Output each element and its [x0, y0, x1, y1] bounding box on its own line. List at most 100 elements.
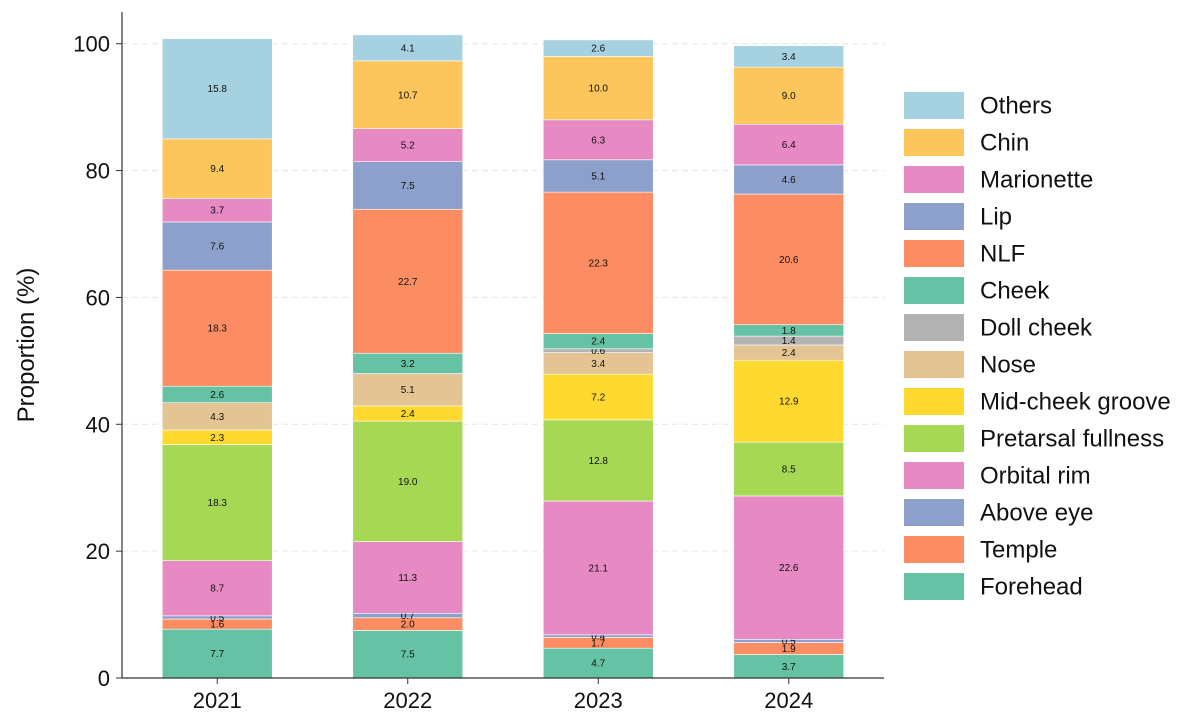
- data-label: 4.7: [591, 659, 605, 670]
- data-label: 1.9: [782, 644, 796, 655]
- x-tick-label: 2023: [574, 688, 623, 713]
- data-label: 12.9: [779, 397, 799, 408]
- legend-label: Pretarsal fullness: [980, 426, 1164, 453]
- bar-segment: [352, 161, 464, 210]
- data-label: 0.6: [591, 346, 605, 357]
- bar-segment: [542, 191, 654, 334]
- bar-segment: [733, 45, 845, 68]
- data-label: 11.3: [398, 573, 417, 584]
- bar-segment: [542, 500, 654, 636]
- y-tick-label: 0: [98, 666, 110, 691]
- legend-label: Others: [980, 93, 1052, 120]
- bar-segment: [733, 193, 845, 326]
- data-label: 10.0: [589, 84, 609, 95]
- bar-segment: [352, 420, 464, 542]
- x-tick-label: 2021: [193, 688, 242, 713]
- data-label: 7.2: [591, 393, 605, 404]
- data-label: 22.3: [589, 258, 609, 269]
- x-tick-label: 2022: [383, 688, 432, 713]
- data-label: 1.4: [782, 336, 796, 347]
- data-label: 0.4: [591, 632, 605, 643]
- bar-segment: [161, 269, 273, 387]
- data-label: 0.5: [782, 636, 796, 647]
- data-label: 8.5: [782, 465, 796, 476]
- legend-swatch: [904, 351, 964, 378]
- bar-segment: [161, 38, 273, 140]
- data-label: 2.6: [210, 390, 224, 401]
- legend-swatch: [904, 573, 964, 600]
- legend-swatch: [904, 277, 964, 304]
- data-label: 4.3: [210, 412, 224, 423]
- legend-swatch: [904, 499, 964, 526]
- data-label: 19.0: [398, 477, 418, 488]
- legend-label: Forehead: [980, 574, 1083, 601]
- data-label: 0.7: [401, 611, 415, 622]
- y-tick-label: 100: [73, 32, 110, 57]
- legend-swatch: [904, 388, 964, 415]
- data-label: 8.7: [210, 584, 224, 595]
- legend-label: Doll cheek: [980, 315, 1093, 342]
- bar-segment: [542, 647, 654, 679]
- bar-segment: [352, 34, 464, 62]
- bar-segment: [352, 541, 464, 614]
- bar-segment: [733, 164, 845, 195]
- bar-segment: [161, 560, 273, 617]
- bar-segment: [542, 419, 654, 502]
- data-label: 1.7: [591, 638, 605, 649]
- data-label: 5.1: [591, 171, 605, 182]
- legend-label: Lip: [980, 204, 1012, 231]
- data-label: 3.4: [782, 52, 796, 63]
- legend-label: Nose: [980, 352, 1036, 379]
- data-label: 15.8: [208, 84, 228, 95]
- axes: 2021 2022 2023 2024 0 20 40 60 80 100: [73, 12, 884, 713]
- data-label: 18.3: [208, 324, 228, 335]
- data-label: 10.7: [398, 90, 418, 101]
- legend-swatch: [904, 425, 964, 452]
- legend-label: NLF: [980, 241, 1025, 268]
- legend-label: Mid-cheek groove: [980, 389, 1171, 416]
- x-tick-label: 2024: [764, 688, 813, 713]
- bar-segment: [352, 373, 464, 407]
- data-label: 1.6: [210, 620, 224, 631]
- bars: 7.7 1.6 0.5 8.7 18.3 2.3 4.3 2.6 18.3 7.6 3.7 9.4 15…: [161, 34, 845, 679]
- data-label: 3.4: [591, 359, 605, 370]
- data-label: 2.6: [591, 44, 605, 55]
- bar-segment: [161, 402, 273, 431]
- data-label: 22.7: [398, 277, 418, 288]
- bar-segment: [733, 123, 845, 166]
- y-tick-label: 40: [86, 412, 110, 437]
- data-label: 6.3: [591, 135, 605, 146]
- data-label: 7.5: [401, 650, 415, 661]
- data-label: 9.4: [210, 164, 224, 175]
- y-tick-label: 20: [86, 539, 110, 564]
- bar-segment: [542, 39, 654, 57]
- bar-segment: [161, 444, 273, 561]
- data-label: 7.7: [210, 649, 224, 660]
- data-label: 4.1: [401, 43, 415, 54]
- data-label: 2.0: [401, 620, 415, 631]
- data-label: 1.8: [782, 326, 796, 337]
- legend-swatch: [904, 129, 964, 156]
- legend-swatch: [904, 203, 964, 230]
- data-label: 3.7: [782, 662, 796, 673]
- legend-label: Marionette: [980, 167, 1093, 194]
- bar-segment: [161, 138, 273, 199]
- y-tick-label: 60: [86, 285, 110, 310]
- data-label: 5.2: [401, 141, 415, 152]
- legend-swatch: [904, 462, 964, 489]
- bar-segment: [542, 373, 654, 421]
- bar-segment: [352, 60, 464, 130]
- data-label: 18.3: [208, 498, 228, 509]
- data-label: 2.3: [210, 433, 224, 444]
- bar-segment: [352, 128, 464, 162]
- data-label: 2.4: [591, 337, 605, 348]
- legend-swatch: [904, 92, 964, 119]
- legend: Others Chin Marionette Lip NLF Cheek Doll chee…: [904, 92, 1171, 601]
- data-label: 5.1: [401, 385, 415, 396]
- legend-swatch: [904, 536, 964, 563]
- bar-segment: [542, 56, 654, 121]
- legend-label: Cheek: [980, 278, 1050, 305]
- data-label: 12.8: [589, 456, 609, 467]
- data-label: 7.6: [210, 242, 224, 253]
